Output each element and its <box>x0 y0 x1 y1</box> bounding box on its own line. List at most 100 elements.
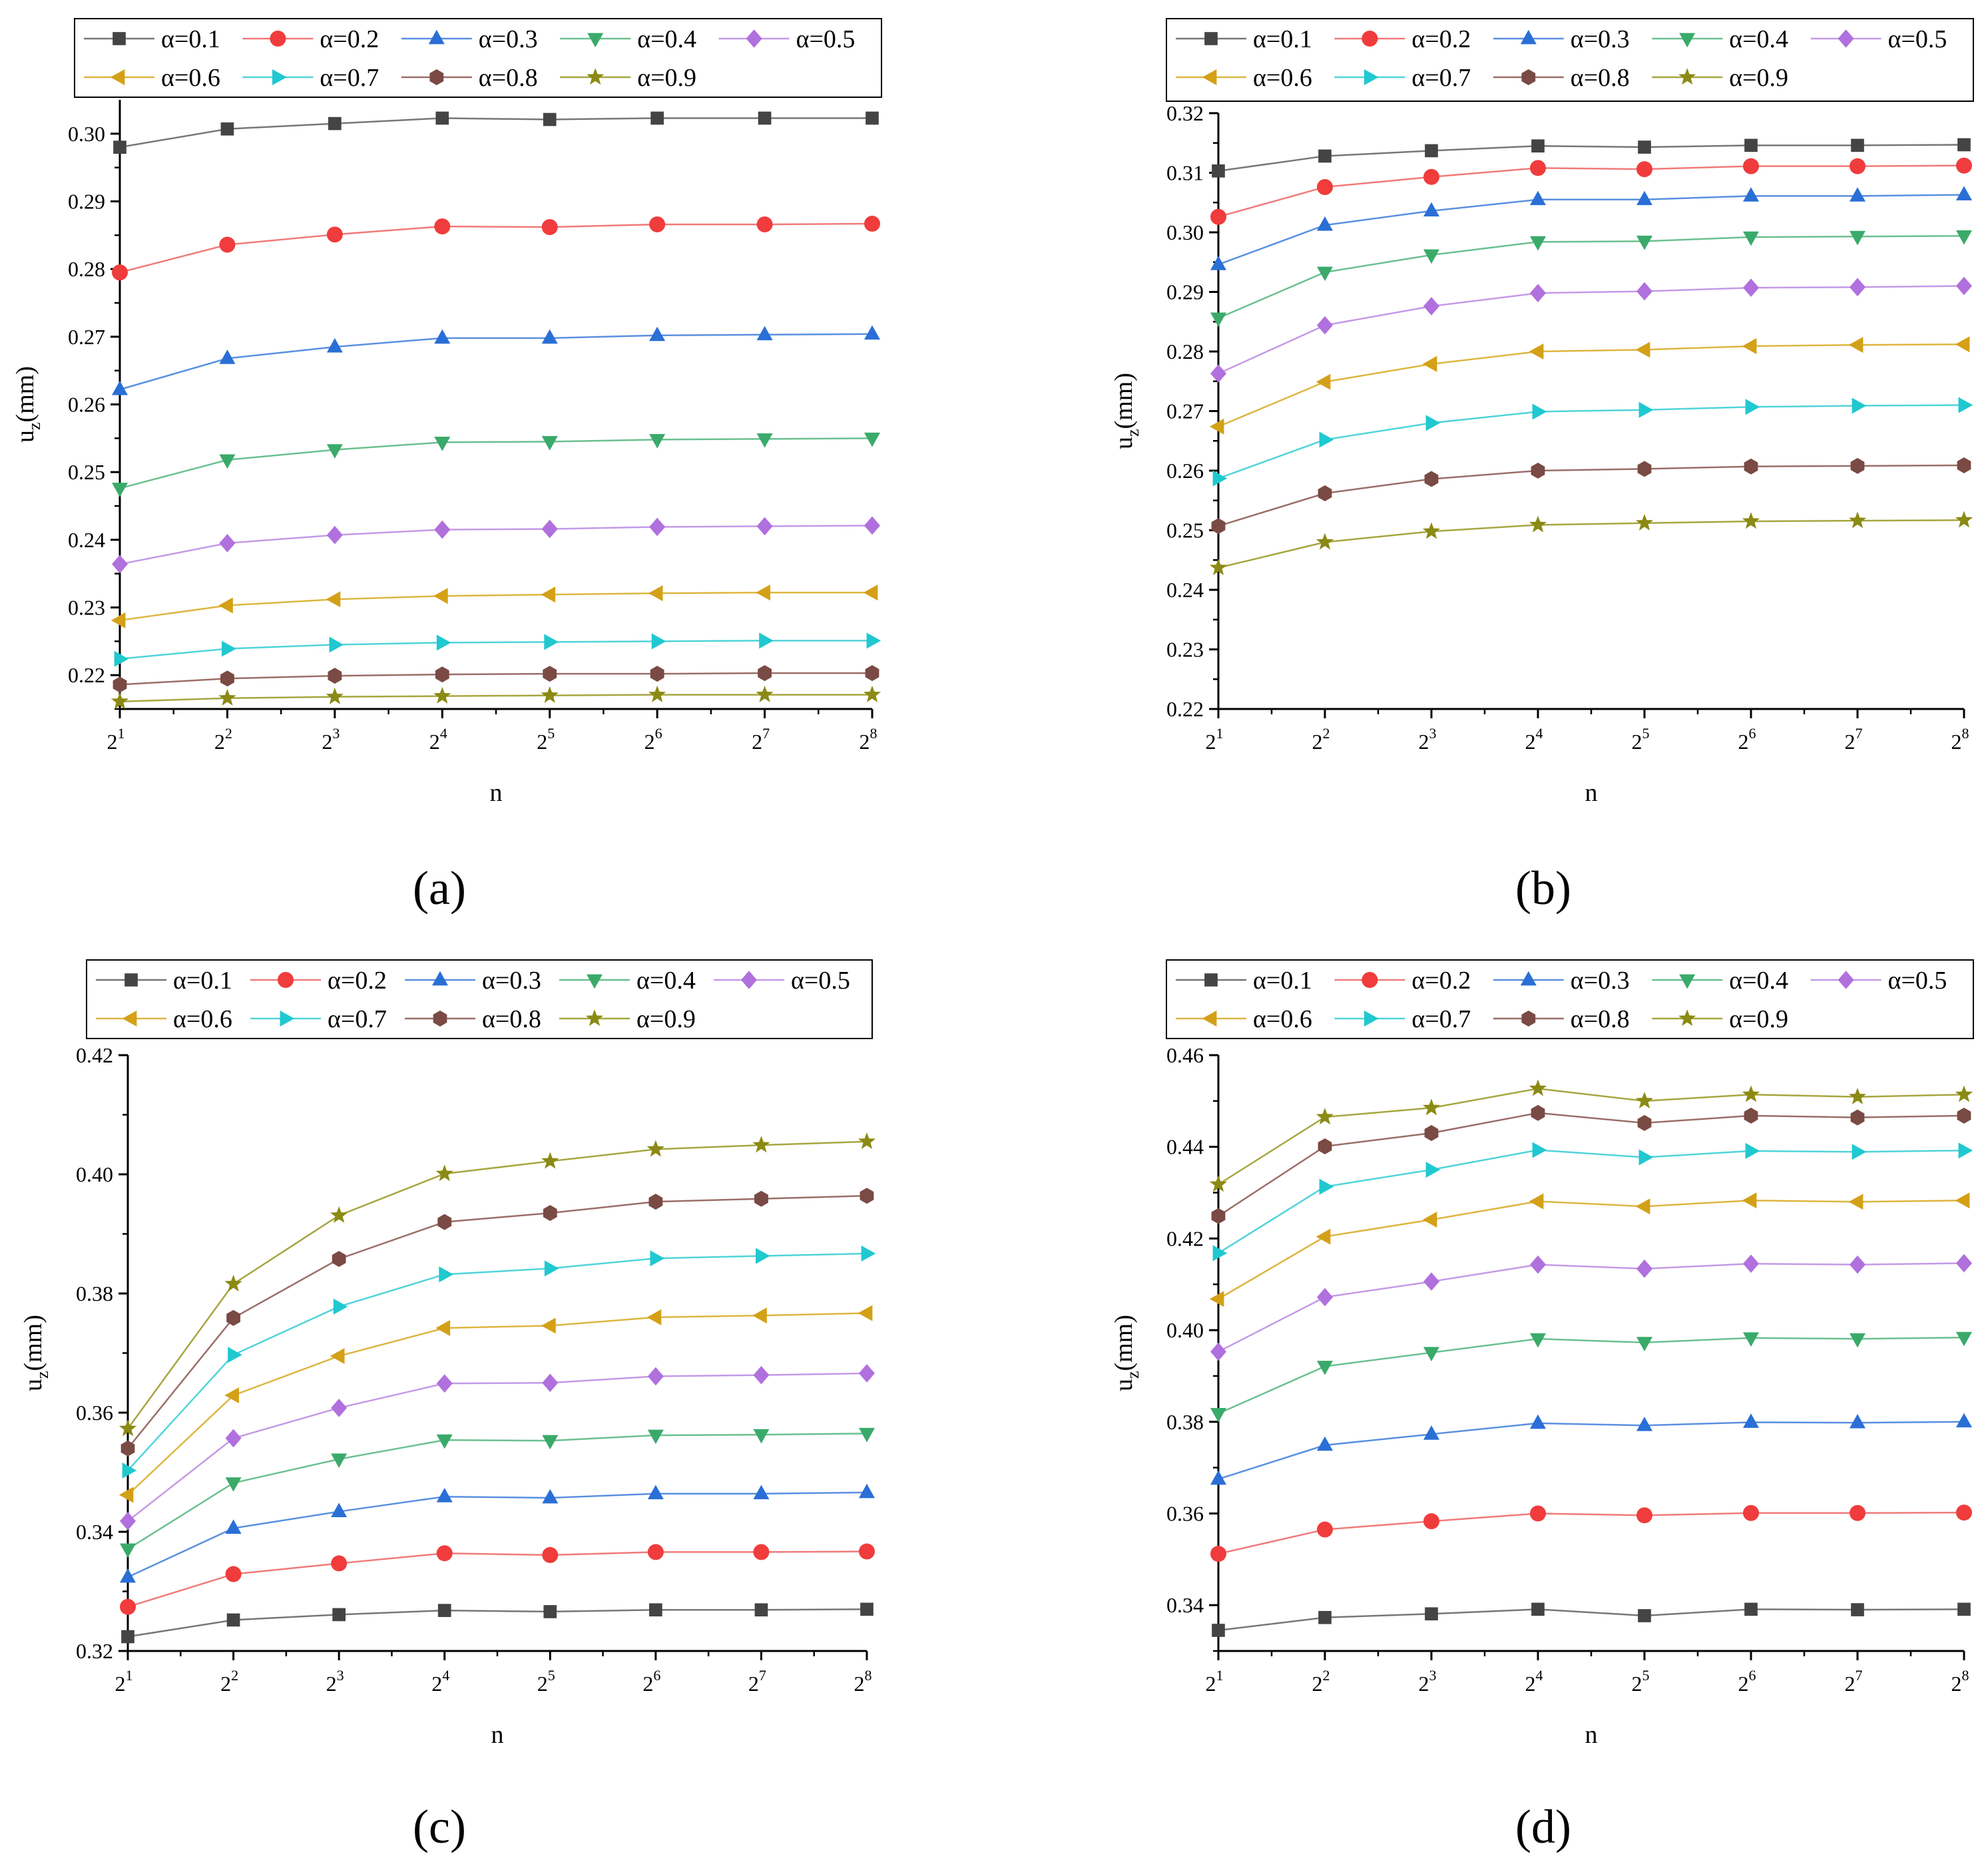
x-tick-exponent: 2 <box>225 725 232 742</box>
data-point <box>1955 1192 1970 1209</box>
data-point <box>1317 216 1333 231</box>
data-point <box>1530 160 1546 176</box>
x-tick-exponent: 1 <box>126 1667 133 1684</box>
panel-label-d: (d) <box>1515 1800 1571 1853</box>
legend-item: α=0.4 <box>560 25 696 53</box>
data-point <box>860 1602 873 1616</box>
y-tick-label: 0.24 <box>1166 578 1204 602</box>
x-tick-base: 2 <box>1632 1672 1642 1696</box>
legend-item: α=0.8 <box>1493 64 1630 92</box>
x-tick-exponent: 5 <box>1642 725 1650 742</box>
x-tick-label: 28 <box>1951 725 1969 754</box>
series-line <box>127 1194 868 1449</box>
data-point <box>647 1367 664 1386</box>
y-tick-label: 0.38 <box>1166 1410 1204 1434</box>
data-point <box>326 687 344 704</box>
series-4 <box>112 432 880 497</box>
legend-item: α=0.5 <box>1810 25 1947 53</box>
data-point <box>1956 230 1972 245</box>
data-point <box>326 338 343 353</box>
data-point <box>1316 373 1331 390</box>
series-line <box>1218 285 1965 375</box>
legend-label: α=0.1 <box>1253 967 1312 995</box>
data-point <box>1422 1212 1437 1228</box>
data-point <box>436 1374 453 1393</box>
data-point <box>1530 1505 1546 1522</box>
series-3 <box>120 1483 875 1583</box>
y-tick-label: 0.38 <box>76 1282 113 1305</box>
series-line <box>1218 1199 1965 1300</box>
data-point <box>219 454 236 469</box>
legend-item: α=0.4 <box>559 967 696 995</box>
data-point <box>1530 236 1546 251</box>
data-point <box>1848 1194 1864 1210</box>
legend-label: α=0.7 <box>1411 1005 1471 1033</box>
data-point <box>331 1453 348 1469</box>
data-point <box>1850 1333 1865 1348</box>
series-7 <box>1212 1142 1973 1262</box>
legend-item: α=0.8 <box>405 1005 541 1033</box>
data-point <box>647 1544 664 1560</box>
legend-item: α=0.6 <box>1176 64 1312 92</box>
legend-marker <box>585 1009 604 1027</box>
data-point <box>1530 284 1546 303</box>
legend-marker <box>1202 69 1217 85</box>
data-point <box>111 692 129 709</box>
data-point <box>1638 1149 1654 1166</box>
series-line <box>119 437 873 489</box>
legend-marker <box>1678 1009 1696 1027</box>
legend-item: α=0.8 <box>401 64 538 92</box>
data-point <box>649 216 666 233</box>
data-point <box>1425 415 1441 431</box>
data-point <box>861 1246 876 1262</box>
y-axis-label-subscript: z <box>33 1371 52 1379</box>
data-point <box>224 1387 239 1404</box>
data-point <box>649 433 666 449</box>
x-tick-base: 2 <box>1951 1672 1962 1696</box>
series-7 <box>114 632 881 667</box>
data-point <box>1530 1255 1546 1274</box>
legend-label: α=0.6 <box>161 64 220 92</box>
legend-marker <box>278 972 294 988</box>
series-8 <box>1211 457 1971 535</box>
x-tick-exponent: 1 <box>1216 1667 1224 1684</box>
x-tick-base: 2 <box>220 1672 231 1696</box>
data-point <box>219 534 236 553</box>
legend-item: α=0.3 <box>401 25 538 53</box>
x-tick-exponent: 6 <box>655 725 662 742</box>
legend: α=0.1 α=0.2 α=0.3 α=0.4 α=0.5 α=0.6 α=0.7 α=0.8… <box>74 18 882 98</box>
data-point <box>756 1248 770 1264</box>
data-point <box>542 1373 559 1393</box>
x-tick-base: 2 <box>326 1672 337 1696</box>
x-tick-label: 27 <box>748 1667 766 1696</box>
legend-item: α=0.7 <box>242 64 379 92</box>
data-point <box>218 597 233 614</box>
data-point <box>439 1266 453 1283</box>
legend-marker <box>110 69 125 85</box>
series-line <box>119 117 872 148</box>
data-point <box>1743 278 1759 298</box>
data-point <box>113 140 126 154</box>
data-point <box>1209 1291 1224 1307</box>
data-point <box>1423 1272 1439 1291</box>
data-point <box>1742 338 1757 354</box>
data-point <box>544 634 559 650</box>
data-point <box>435 666 449 683</box>
data-point <box>864 432 880 447</box>
x-tick-exponent: 7 <box>1856 725 1863 742</box>
legend-item: α=0.7 <box>1334 1005 1471 1033</box>
x-tick-exponent: 4 <box>442 1667 449 1684</box>
legend-marker <box>1364 69 1379 85</box>
data-point <box>225 1519 242 1534</box>
data-point <box>1318 1138 1332 1155</box>
x-tick-label: 27 <box>1845 725 1863 754</box>
data-point <box>326 525 343 545</box>
data-point <box>542 1435 559 1450</box>
legend-item: α=0.3 <box>1493 25 1630 53</box>
data-point <box>1423 168 1439 185</box>
legend-marker <box>1520 29 1537 45</box>
x-tick-base: 2 <box>644 730 655 754</box>
data-point <box>1850 1413 1865 1429</box>
data-point <box>1850 278 1865 297</box>
